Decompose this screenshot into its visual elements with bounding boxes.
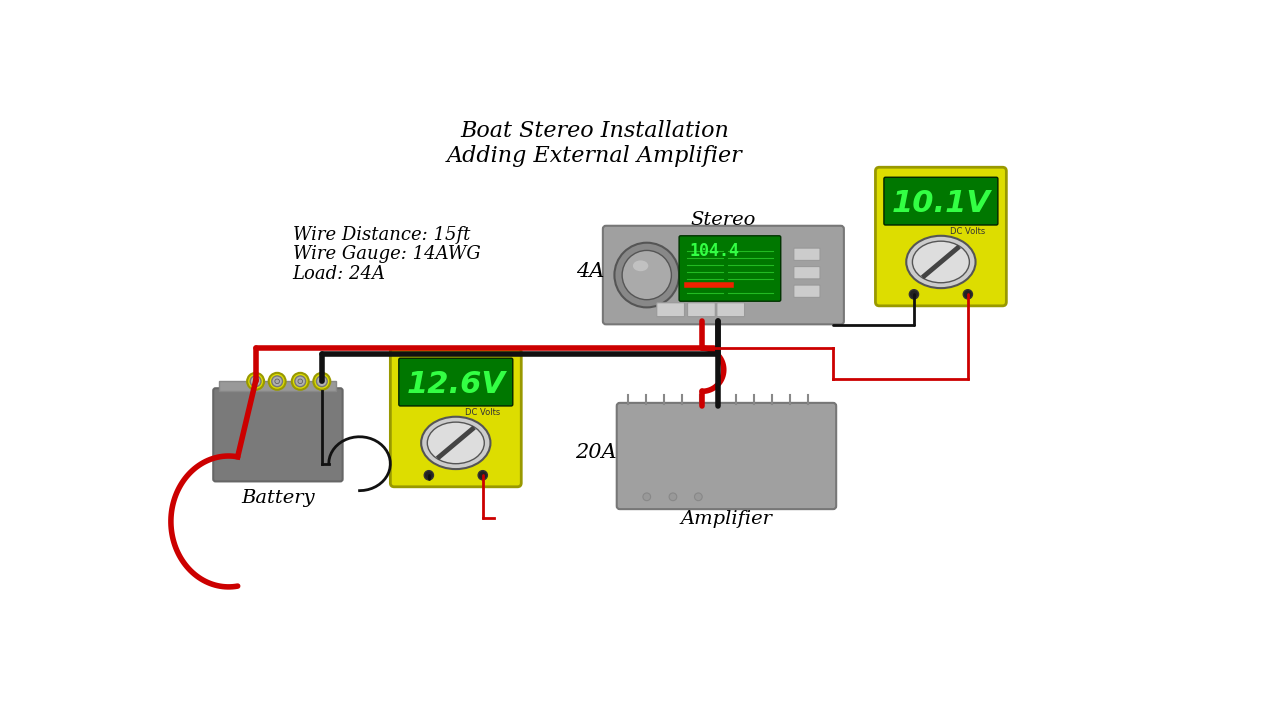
FancyBboxPatch shape [794,248,820,261]
Circle shape [479,471,488,480]
Text: Wire Distance: 15ft: Wire Distance: 15ft [293,226,470,244]
Circle shape [253,379,257,384]
Text: Adding External Amplifier: Adding External Amplifier [447,145,742,167]
Text: Stereo: Stereo [691,211,756,229]
FancyBboxPatch shape [717,303,745,317]
Circle shape [643,493,650,500]
Circle shape [247,373,264,390]
Ellipse shape [913,241,969,283]
Ellipse shape [428,422,484,464]
Circle shape [614,243,680,307]
Circle shape [298,379,302,384]
Ellipse shape [632,261,648,271]
Text: 20A: 20A [575,443,617,462]
FancyBboxPatch shape [399,359,513,406]
FancyBboxPatch shape [876,167,1006,306]
Text: Load: 24A: Load: 24A [293,264,385,282]
Circle shape [275,379,279,384]
FancyBboxPatch shape [794,266,820,279]
Circle shape [294,376,306,387]
Circle shape [271,376,283,387]
Bar [219,382,337,390]
Ellipse shape [421,417,490,469]
FancyBboxPatch shape [680,235,781,301]
FancyBboxPatch shape [603,226,844,324]
Circle shape [909,289,919,299]
Text: 4A: 4A [576,261,604,281]
Circle shape [269,373,285,390]
Circle shape [964,289,973,299]
Circle shape [622,251,672,300]
FancyBboxPatch shape [214,388,343,482]
FancyBboxPatch shape [617,403,836,509]
Ellipse shape [906,235,975,288]
FancyBboxPatch shape [884,177,998,225]
Text: Battery: Battery [241,490,315,508]
Circle shape [316,376,328,387]
FancyBboxPatch shape [687,303,716,317]
Circle shape [669,493,677,500]
Text: 12.6V: 12.6V [406,370,506,399]
Text: 104.4: 104.4 [690,242,740,260]
Text: Boat Stereo Installation: Boat Stereo Installation [460,120,728,142]
Text: Amplifier: Amplifier [681,510,772,528]
Circle shape [320,379,324,384]
Text: 10.1V: 10.1V [891,189,991,218]
Circle shape [424,471,434,480]
FancyBboxPatch shape [390,348,521,487]
FancyBboxPatch shape [794,285,820,297]
Circle shape [314,373,330,390]
Circle shape [695,493,703,500]
Text: DC Volts: DC Volts [950,227,986,235]
Text: DC Volts: DC Volts [465,408,500,417]
Text: Wire Gauge: 14AWG: Wire Gauge: 14AWG [293,246,480,264]
Circle shape [250,376,261,387]
Circle shape [292,373,308,390]
FancyBboxPatch shape [657,303,685,317]
